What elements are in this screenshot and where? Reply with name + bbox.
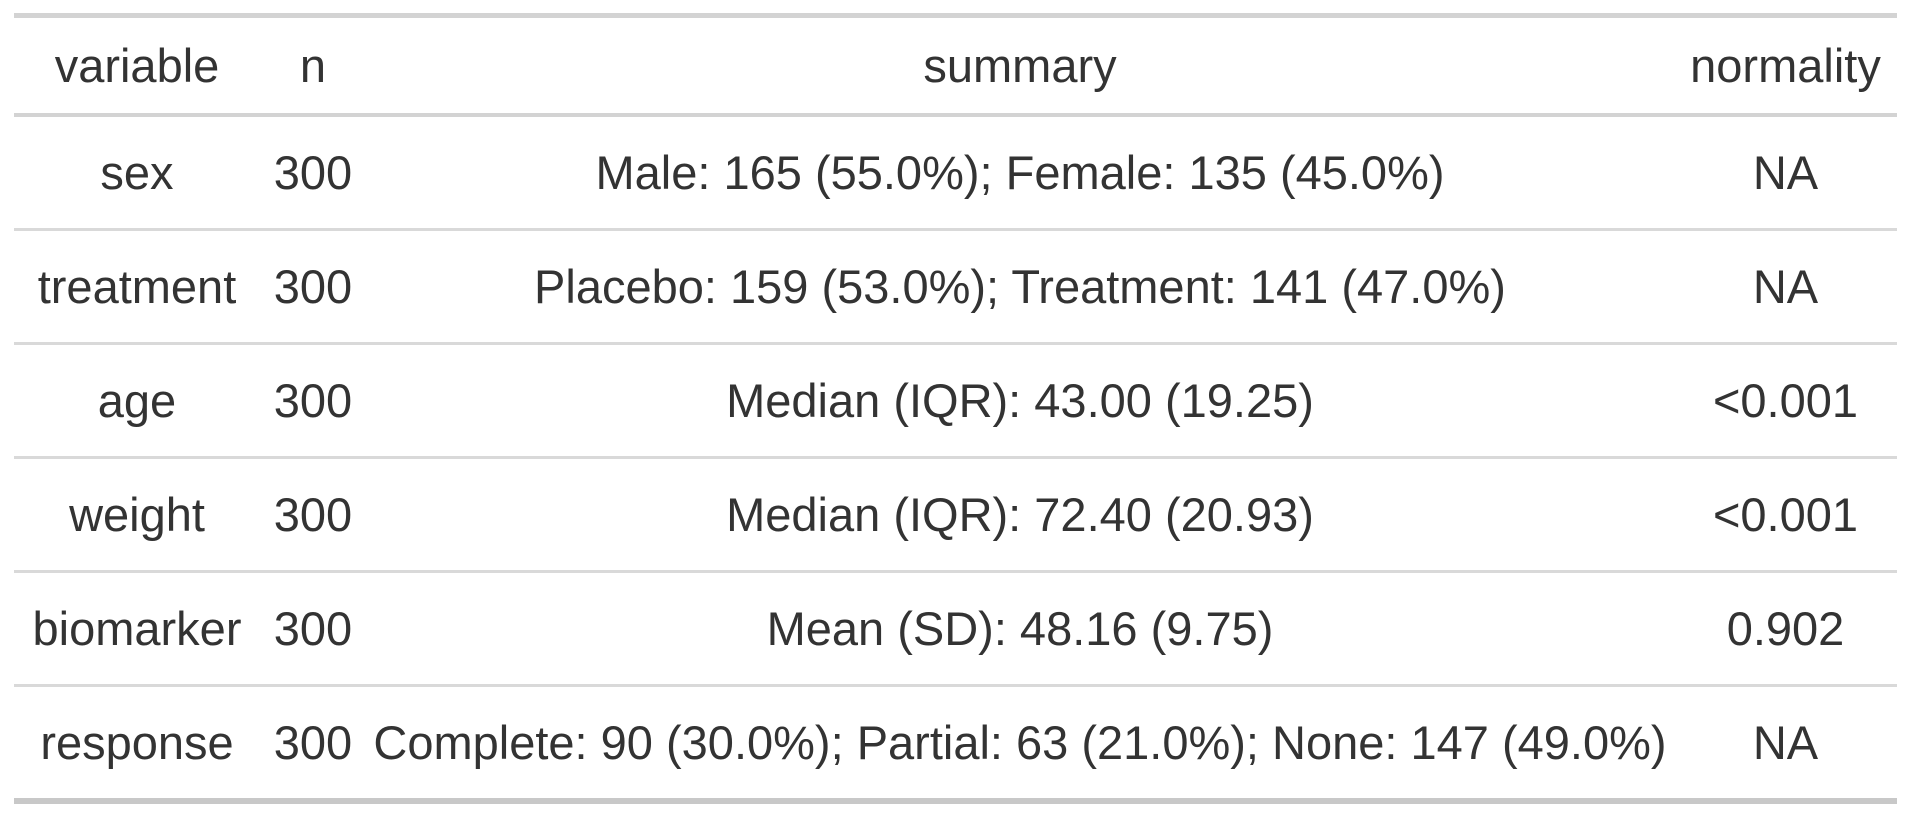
cell-normality: <0.001 bbox=[1674, 343, 1897, 459]
column-header-n: n bbox=[260, 15, 366, 117]
cell-summary: Male: 165 (55.0%); Female: 135 (45.0%) bbox=[366, 115, 1674, 231]
cell-n: 300 bbox=[260, 229, 366, 345]
cell-variable: weight bbox=[14, 457, 260, 573]
table-row: response 300 Complete: 90 (30.0%); Parti… bbox=[14, 685, 1897, 804]
cell-variable: sex bbox=[14, 115, 260, 231]
cell-normality: NA bbox=[1674, 229, 1897, 345]
cell-variable: response bbox=[14, 685, 260, 804]
table-row: biomarker 300 Mean (SD): 48.16 (9.75) 0.… bbox=[14, 571, 1897, 687]
table-row: treatment 300 Placebo: 159 (53.0%); Trea… bbox=[14, 229, 1897, 345]
column-header-variable: variable bbox=[14, 15, 260, 117]
cell-variable: age bbox=[14, 343, 260, 459]
cell-normality: 0.902 bbox=[1674, 571, 1897, 687]
cell-n: 300 bbox=[260, 343, 366, 459]
cell-summary: Complete: 90 (30.0%); Partial: 63 (21.0%… bbox=[366, 685, 1674, 804]
column-header-summary: summary bbox=[366, 15, 1674, 117]
table-header: variable n summary normality bbox=[14, 15, 1897, 117]
cell-variable: treatment bbox=[14, 229, 260, 345]
table-body: sex 300 Male: 165 (55.0%); Female: 135 (… bbox=[14, 115, 1897, 804]
table-row: age 300 Median (IQR): 43.00 (19.25) <0.0… bbox=[14, 343, 1897, 459]
cell-summary: Median (IQR): 72.40 (20.93) bbox=[366, 457, 1674, 573]
cell-n: 300 bbox=[260, 115, 366, 231]
cell-normality: NA bbox=[1674, 685, 1897, 804]
cell-n: 300 bbox=[260, 457, 366, 573]
table-row: weight 300 Median (IQR): 72.40 (20.93) <… bbox=[14, 457, 1897, 573]
cell-variable: biomarker bbox=[14, 571, 260, 687]
cell-summary: Placebo: 159 (53.0%); Treatment: 141 (47… bbox=[366, 229, 1674, 345]
statistical-summary-table: variable n summary normality sex 300 Mal… bbox=[14, 13, 1897, 804]
table-row: sex 300 Male: 165 (55.0%); Female: 135 (… bbox=[14, 115, 1897, 231]
cell-n: 300 bbox=[260, 685, 366, 804]
cell-normality: NA bbox=[1674, 115, 1897, 231]
cell-summary: Median (IQR): 43.00 (19.25) bbox=[366, 343, 1674, 459]
header-row: variable n summary normality bbox=[14, 15, 1897, 117]
cell-summary: Mean (SD): 48.16 (9.75) bbox=[366, 571, 1674, 687]
cell-normality: <0.001 bbox=[1674, 457, 1897, 573]
cell-n: 300 bbox=[260, 571, 366, 687]
column-header-normality: normality bbox=[1674, 15, 1897, 117]
